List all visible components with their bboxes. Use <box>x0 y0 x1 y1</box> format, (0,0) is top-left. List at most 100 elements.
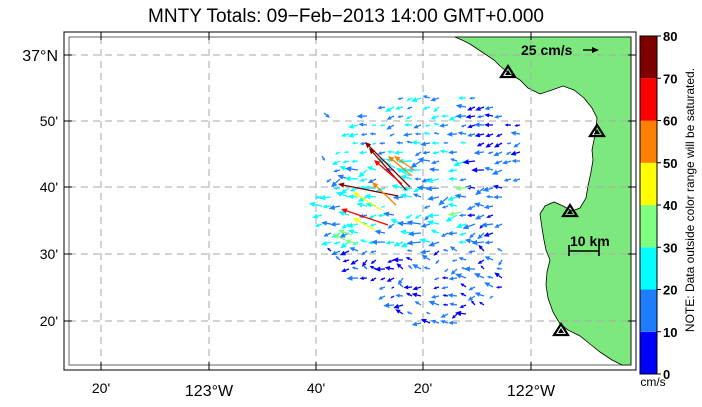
lat-label-50: 50' <box>40 113 58 129</box>
current-vector <box>396 168 411 177</box>
lat-label-20: 20' <box>40 313 58 329</box>
current-vector <box>348 123 359 129</box>
current-vector <box>359 276 368 281</box>
current-vector <box>314 223 323 227</box>
current-vector <box>406 140 413 144</box>
current-vector <box>393 303 404 309</box>
current-vector <box>399 174 413 180</box>
current-vector <box>334 151 341 155</box>
current-vector <box>462 223 476 230</box>
current-vector <box>494 142 503 148</box>
current-vector <box>477 259 485 264</box>
current-vector <box>388 156 413 177</box>
current-vector <box>493 151 503 156</box>
current-vector <box>423 266 431 270</box>
current-vector <box>323 112 330 118</box>
current-vector <box>448 320 458 325</box>
current-vector <box>475 187 485 196</box>
current-vector <box>484 256 494 261</box>
current-vector <box>333 241 341 245</box>
lon-label-123w: 123°W <box>185 383 234 400</box>
current-vector <box>451 259 458 262</box>
current-vector <box>340 132 350 137</box>
current-vector <box>359 178 368 182</box>
current-vector <box>351 141 359 145</box>
current-vector <box>420 319 431 324</box>
current-vector <box>476 142 485 147</box>
current-vector <box>414 214 422 219</box>
current-vector <box>483 232 494 237</box>
current-vector <box>445 214 458 222</box>
current-vector <box>446 131 458 137</box>
current-vector <box>369 250 377 254</box>
current-vector <box>411 140 422 145</box>
current-vector <box>395 293 404 298</box>
current-vector <box>467 133 476 137</box>
current-vector <box>322 204 332 209</box>
current-vector <box>421 178 431 183</box>
map-title: MNTY Totals: 09−Feb−2013 14:00 GMT+0.000 <box>148 6 544 27</box>
current-vector <box>493 194 503 200</box>
current-vector <box>378 295 386 300</box>
current-vector <box>431 294 440 299</box>
current-vector <box>448 150 458 155</box>
current-vector <box>473 150 485 156</box>
current-vector <box>321 220 332 226</box>
current-vector <box>486 275 494 279</box>
current-vector <box>420 223 431 228</box>
current-vector <box>361 259 368 267</box>
colorbar-segment <box>640 331 657 375</box>
current-vector <box>470 300 476 306</box>
current-vector <box>374 160 403 185</box>
site-markers <box>498 63 607 337</box>
current-vector <box>402 132 413 137</box>
reference-vector: 25 cm/s <box>521 42 599 58</box>
current-vector <box>370 239 386 245</box>
current-vector <box>460 283 467 288</box>
current-vector <box>360 132 368 137</box>
current-vector <box>475 106 485 111</box>
current-vector <box>455 113 467 119</box>
current-vector <box>335 255 341 261</box>
current-vector <box>433 132 440 135</box>
current-vector <box>441 276 449 280</box>
current-vector <box>385 240 395 245</box>
current-vector <box>447 230 458 236</box>
current-vector <box>379 124 386 127</box>
reference-vector-label: 25 cm/s <box>521 42 573 58</box>
site-marker <box>587 122 607 138</box>
current-vector <box>422 150 431 155</box>
current-vector <box>477 232 485 240</box>
current-vector <box>478 244 485 252</box>
current-vector <box>430 229 440 234</box>
current-vector <box>468 286 476 291</box>
current-vector <box>480 265 485 270</box>
current-vector <box>426 311 431 315</box>
colorbar-segment <box>640 162 657 206</box>
current-vector <box>349 247 359 252</box>
current-vector <box>458 232 467 236</box>
current-vector <box>414 151 422 157</box>
current-vector <box>430 319 440 324</box>
current-vector <box>371 124 377 127</box>
current-vector <box>377 213 386 218</box>
current-vector <box>341 208 389 226</box>
current-vector <box>405 257 413 261</box>
current-vector <box>467 295 476 301</box>
current-vector <box>405 214 413 219</box>
current-vector <box>419 238 431 244</box>
current-vector <box>484 240 494 245</box>
current-vector <box>414 301 422 306</box>
current-vector <box>441 286 449 290</box>
current-vector <box>326 178 332 183</box>
current-vector <box>428 300 440 306</box>
current-vector <box>320 240 332 246</box>
current-vector <box>350 259 359 265</box>
current-vector <box>421 254 431 261</box>
current-vector <box>408 264 413 270</box>
current-vector <box>338 210 350 217</box>
current-vector <box>425 185 440 192</box>
current-vector <box>364 193 377 200</box>
current-vector <box>342 160 350 164</box>
reference-arrow-head <box>592 47 599 53</box>
